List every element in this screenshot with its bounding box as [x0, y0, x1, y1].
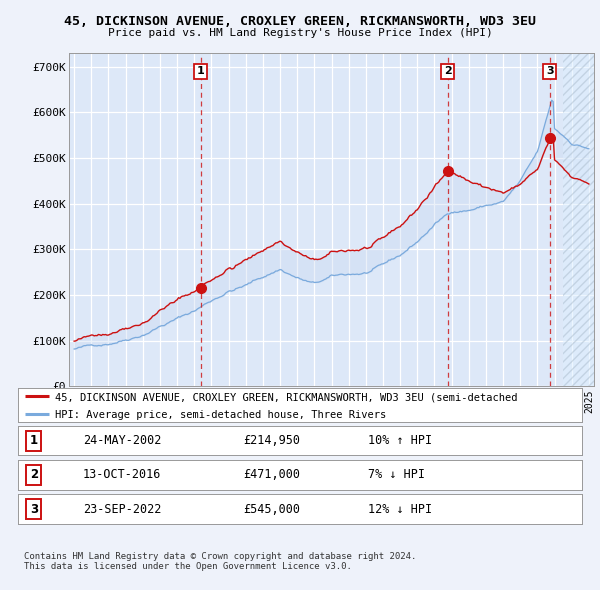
Text: 45, DICKINSON AVENUE, CROXLEY GREEN, RICKMANSWORTH, WD3 3EU: 45, DICKINSON AVENUE, CROXLEY GREEN, RIC… — [64, 15, 536, 28]
Text: HPI: Average price, semi-detached house, Three Rivers: HPI: Average price, semi-detached house,… — [55, 410, 386, 420]
Text: £214,950: £214,950 — [244, 434, 301, 447]
Text: Contains HM Land Registry data © Crown copyright and database right 2024.
This d: Contains HM Land Registry data © Crown c… — [24, 552, 416, 571]
Text: 24-MAY-2002: 24-MAY-2002 — [83, 434, 161, 447]
Text: 3: 3 — [30, 503, 38, 516]
Text: 7% ↓ HPI: 7% ↓ HPI — [368, 468, 425, 481]
Text: 3: 3 — [546, 67, 554, 77]
Text: £545,000: £545,000 — [244, 503, 301, 516]
Text: 1: 1 — [30, 434, 38, 447]
Text: 2: 2 — [444, 67, 452, 77]
Text: 23-SEP-2022: 23-SEP-2022 — [83, 503, 161, 516]
Text: 13-OCT-2016: 13-OCT-2016 — [83, 468, 161, 481]
Text: 10% ↑ HPI: 10% ↑ HPI — [368, 434, 432, 447]
Bar — [563, 53, 594, 386]
Text: £471,000: £471,000 — [244, 468, 301, 481]
Text: 2: 2 — [30, 468, 38, 481]
Text: 12% ↓ HPI: 12% ↓ HPI — [368, 503, 432, 516]
Text: 45, DICKINSON AVENUE, CROXLEY GREEN, RICKMANSWORTH, WD3 3EU (semi-detached: 45, DICKINSON AVENUE, CROXLEY GREEN, RIC… — [55, 392, 517, 402]
Text: 1: 1 — [197, 67, 205, 77]
Text: Price paid vs. HM Land Registry's House Price Index (HPI): Price paid vs. HM Land Registry's House … — [107, 28, 493, 38]
